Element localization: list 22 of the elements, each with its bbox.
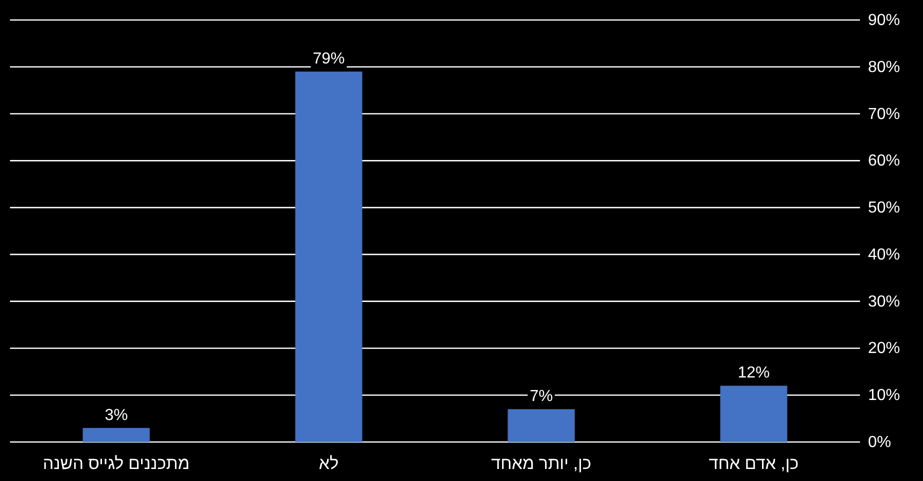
x-tick-label: כן, אדם אחד — [708, 454, 799, 473]
y-tick-label: 50% — [868, 200, 900, 217]
y-tick-label: 70% — [868, 106, 900, 123]
x-tick-label: מתכננים לגייס השנה — [42, 454, 190, 473]
y-tick-label: 80% — [868, 58, 900, 76]
y-tick-label: 60% — [868, 152, 900, 170]
y-tick-label: 20% — [868, 340, 900, 358]
y-tick-label: 0% — [868, 434, 892, 451]
data-label: 7% — [530, 388, 553, 406]
y-tick-label: 30% — [868, 293, 900, 310]
y-tick-label: 10% — [868, 387, 900, 404]
bar — [295, 72, 362, 442]
data-label: 79% — [312, 50, 345, 68]
data-label: 3% — [104, 406, 128, 424]
x-tick-label: לא — [318, 454, 339, 473]
y-tick-label: 40% — [868, 246, 900, 264]
bar — [82, 428, 150, 442]
data-label: 12% — [738, 364, 770, 382]
bar — [720, 386, 788, 442]
y-tick-label: 90% — [868, 12, 900, 29]
bar — [508, 409, 575, 442]
x-tick-label: כן, יותר מאחד — [491, 454, 592, 473]
